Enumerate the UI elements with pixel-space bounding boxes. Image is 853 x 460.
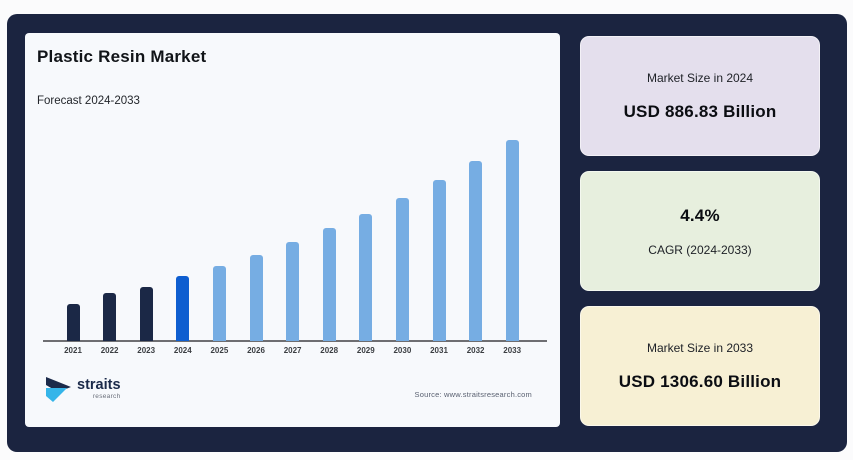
axis-label-2023: 2023 — [137, 346, 156, 355]
stat-card-market-size-2024: Market Size in 2024 USD 886.83 Billion — [580, 36, 820, 156]
stat-card-label: Market Size in 2033 — [646, 340, 754, 355]
stat-card-value: 4.4% — [680, 205, 720, 225]
bar-2030 — [395, 198, 409, 341]
stat-card-cagr: 4.4% CAGR (2024-2033) — [580, 171, 820, 291]
logo-sub-text: research — [92, 393, 121, 401]
bar-2025 — [212, 266, 226, 341]
logo-text: straits research — [77, 378, 121, 401]
axis-label-2029: 2029 — [356, 346, 375, 355]
axis-label-2024: 2024 — [173, 346, 192, 355]
bar-2022 — [103, 293, 117, 341]
axis-label-2032: 2032 — [466, 346, 485, 355]
axis-label-2030: 2030 — [393, 346, 412, 355]
x-axis-line — [43, 340, 547, 342]
bar-2032 — [469, 161, 483, 341]
bar-2031 — [432, 180, 446, 341]
stat-card-market-size-2033: Market Size in 2033 USD 1306.60 Billion — [580, 306, 820, 426]
axis-label-2027: 2027 — [283, 346, 302, 355]
axis-label-2028: 2028 — [320, 346, 339, 355]
axis-label-2026: 2026 — [247, 346, 265, 355]
bar-chart: 2021 2022 2023 2024 2025 2026 2027 2028 2029 2030… — [25, 33, 560, 427]
source-text: Source: www.straitsresearch.com — [414, 390, 532, 399]
stat-card-value: USD 1306.60 Billion — [618, 371, 782, 391]
axis-label-2022: 2022 — [100, 346, 119, 355]
bar-2027 — [286, 242, 300, 341]
stat-card-label: Market Size in 2024 — [646, 70, 754, 85]
axis-label-2031: 2031 — [430, 346, 448, 355]
stat-card-label: CAGR (2024-2033) — [648, 242, 752, 257]
axis-label-2025: 2025 — [210, 346, 229, 355]
bar-2023 — [139, 287, 153, 341]
background-panel: Plastic Resin Market Forecast 2024-2033 … — [7, 14, 847, 452]
stat-card-value: USD 886.83 Billion — [623, 101, 777, 121]
bar-2033 — [505, 140, 519, 341]
chart-card: Plastic Resin Market Forecast 2024-2033 … — [25, 33, 560, 427]
straits-logo-icon — [45, 375, 72, 403]
axis-label-2033: 2033 — [503, 346, 522, 355]
straits-research-logo: straits research — [45, 375, 121, 403]
chart-subtitle: Forecast 2024-2033 — [37, 95, 140, 107]
axis-label-2021: 2021 — [64, 346, 82, 355]
stat-cards-column: Market Size in 2024 USD 886.83 Billion 4… — [580, 36, 820, 426]
bar-2021 — [66, 304, 80, 341]
logo-brand-text: straits — [77, 376, 121, 393]
bar-2028 — [322, 228, 336, 341]
bar-2029 — [359, 214, 373, 341]
bar-2024 — [176, 276, 190, 341]
bar-2026 — [249, 255, 263, 341]
chart-title: Plastic Resin Market — [37, 47, 207, 66]
